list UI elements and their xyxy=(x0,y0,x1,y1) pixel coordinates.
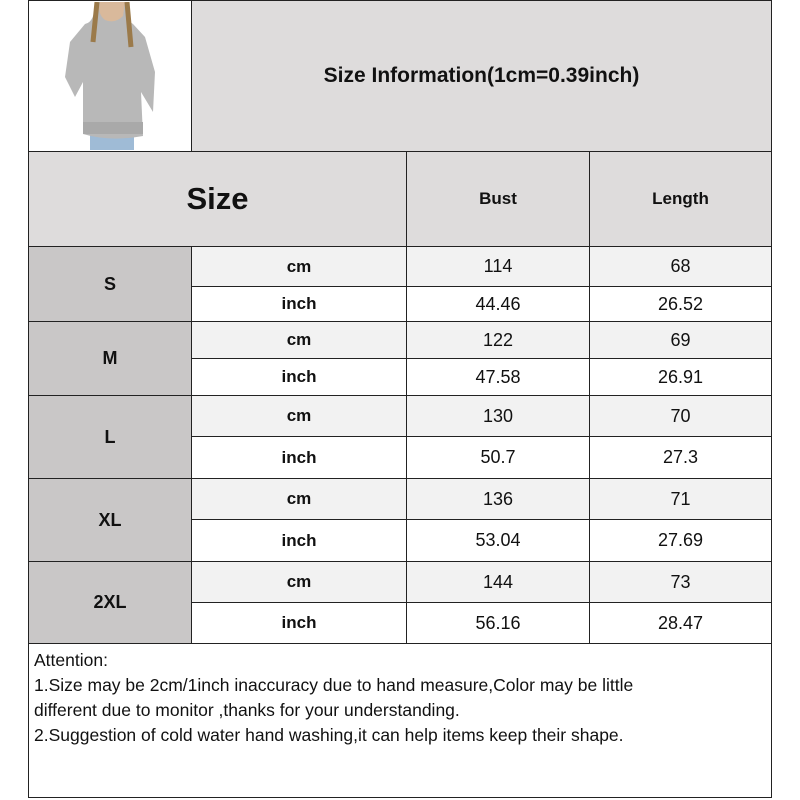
size-label: M xyxy=(28,321,192,396)
size-label: L xyxy=(28,395,192,479)
bust-value: 144 xyxy=(406,561,590,603)
length-value: 71 xyxy=(589,478,772,520)
size-header: Size xyxy=(28,151,407,247)
bust-value: 56.16 xyxy=(406,602,590,644)
length-value: 27.69 xyxy=(589,519,772,562)
size-label: S xyxy=(28,246,192,322)
length-value: 68 xyxy=(589,246,772,287)
length-value: 26.52 xyxy=(589,286,772,322)
unit-label: cm xyxy=(191,395,407,437)
length-value: 28.47 xyxy=(589,602,772,644)
length-value: 69 xyxy=(589,321,772,359)
model-sweater-image xyxy=(65,2,155,150)
length-value: 73 xyxy=(589,561,772,603)
bust-value: 47.58 xyxy=(406,358,590,396)
bust-value: 50.7 xyxy=(406,436,590,479)
bust-value: 44.46 xyxy=(406,286,590,322)
attention-line: different due to monitor ,thanks for you… xyxy=(34,700,460,720)
unit-label: cm xyxy=(191,478,407,520)
size-label: XL xyxy=(28,478,192,562)
unit-label: inch xyxy=(191,358,407,396)
bust-value: 130 xyxy=(406,395,590,437)
attention-line: 1.Size may be 2cm/1inch inaccuracy due t… xyxy=(34,675,634,695)
page-title: Size Information(1cm=0.39inch) xyxy=(191,0,772,152)
attention-heading: Attention: xyxy=(34,650,108,670)
bust-value: 136 xyxy=(406,478,590,520)
length-header: Length xyxy=(589,151,772,247)
unit-label: inch xyxy=(191,519,407,562)
size-label: 2XL xyxy=(28,561,192,644)
bust-header: Bust xyxy=(406,151,590,247)
unit-label: inch xyxy=(191,286,407,322)
attention-notes: Attention: 1.Size may be 2cm/1inch inacc… xyxy=(28,643,772,798)
product-photo xyxy=(28,0,192,152)
unit-label: cm xyxy=(191,321,407,359)
bust-value: 122 xyxy=(406,321,590,359)
length-value: 70 xyxy=(589,395,772,437)
length-value: 27.3 xyxy=(589,436,772,479)
unit-label: inch xyxy=(191,602,407,644)
length-value: 26.91 xyxy=(589,358,772,396)
bust-value: 53.04 xyxy=(406,519,590,562)
unit-label: cm xyxy=(191,561,407,603)
unit-label: cm xyxy=(191,246,407,287)
bust-value: 114 xyxy=(406,246,590,287)
attention-line: 2.Suggestion of cold water hand washing,… xyxy=(34,725,624,745)
unit-label: inch xyxy=(191,436,407,479)
